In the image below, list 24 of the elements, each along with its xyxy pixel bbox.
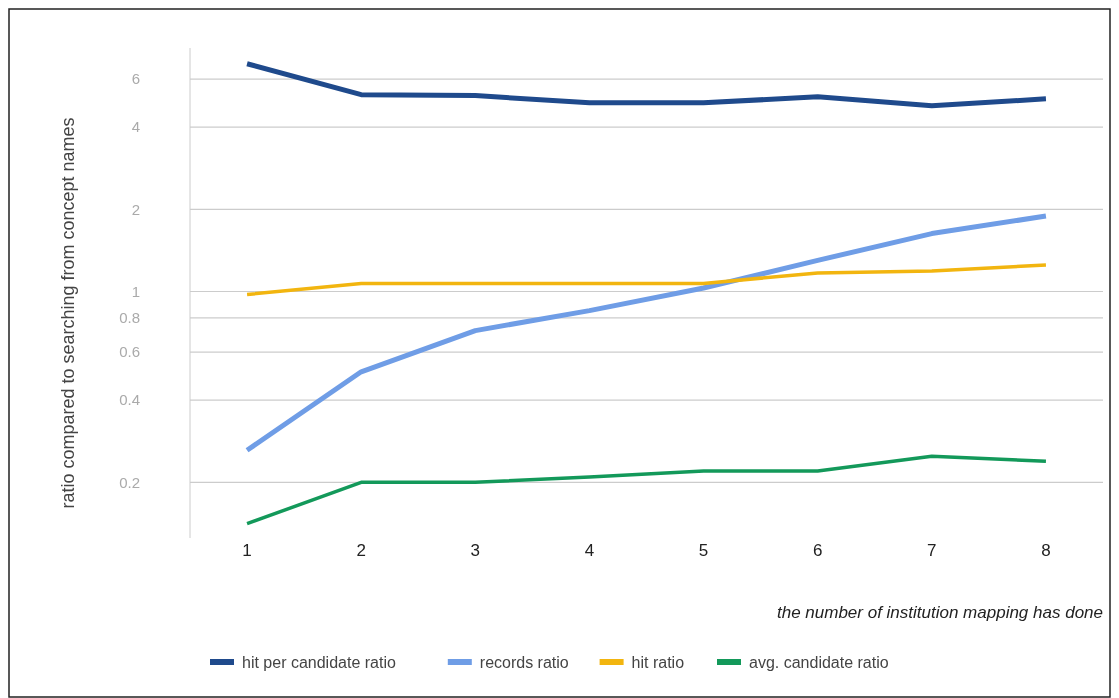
legend-label: records ratio [479, 653, 569, 671]
x-tick-label: 4 [584, 541, 595, 560]
line-series [245, 454, 1048, 526]
y-tick-label: 0.8 [119, 309, 140, 327]
legend-label: hit per candidate ratio [242, 653, 396, 671]
x-axis-title: the number of institution mapping has done [776, 603, 1103, 622]
y-tick-label: 1 [131, 282, 140, 300]
x-tick-label: 2 [356, 541, 366, 560]
x-tick-label: 3 [470, 541, 481, 560]
x-tick-label: 6 [812, 541, 823, 560]
x-tick-label: 5 [698, 541, 709, 560]
line-series [245, 263, 1048, 297]
x-tick-label: 8 [1041, 541, 1051, 560]
y-tick-label: 0.4 [119, 391, 140, 409]
y-tick-label: 4 [131, 118, 140, 136]
y-tick-label: 2 [131, 200, 140, 218]
x-tick-label: 7 [927, 541, 937, 560]
y-tick-label: 0.2 [119, 473, 140, 491]
y-tick-label: 0.6 [119, 343, 140, 361]
y-tick-label: 6 [131, 70, 140, 88]
legend-label: hit ratio [631, 653, 685, 671]
legend-label: avg. candidate ratio [749, 653, 889, 671]
x-tick-label: 1 [242, 541, 252, 560]
y-axis-title: ratio compared to searching from concept names [58, 117, 78, 509]
